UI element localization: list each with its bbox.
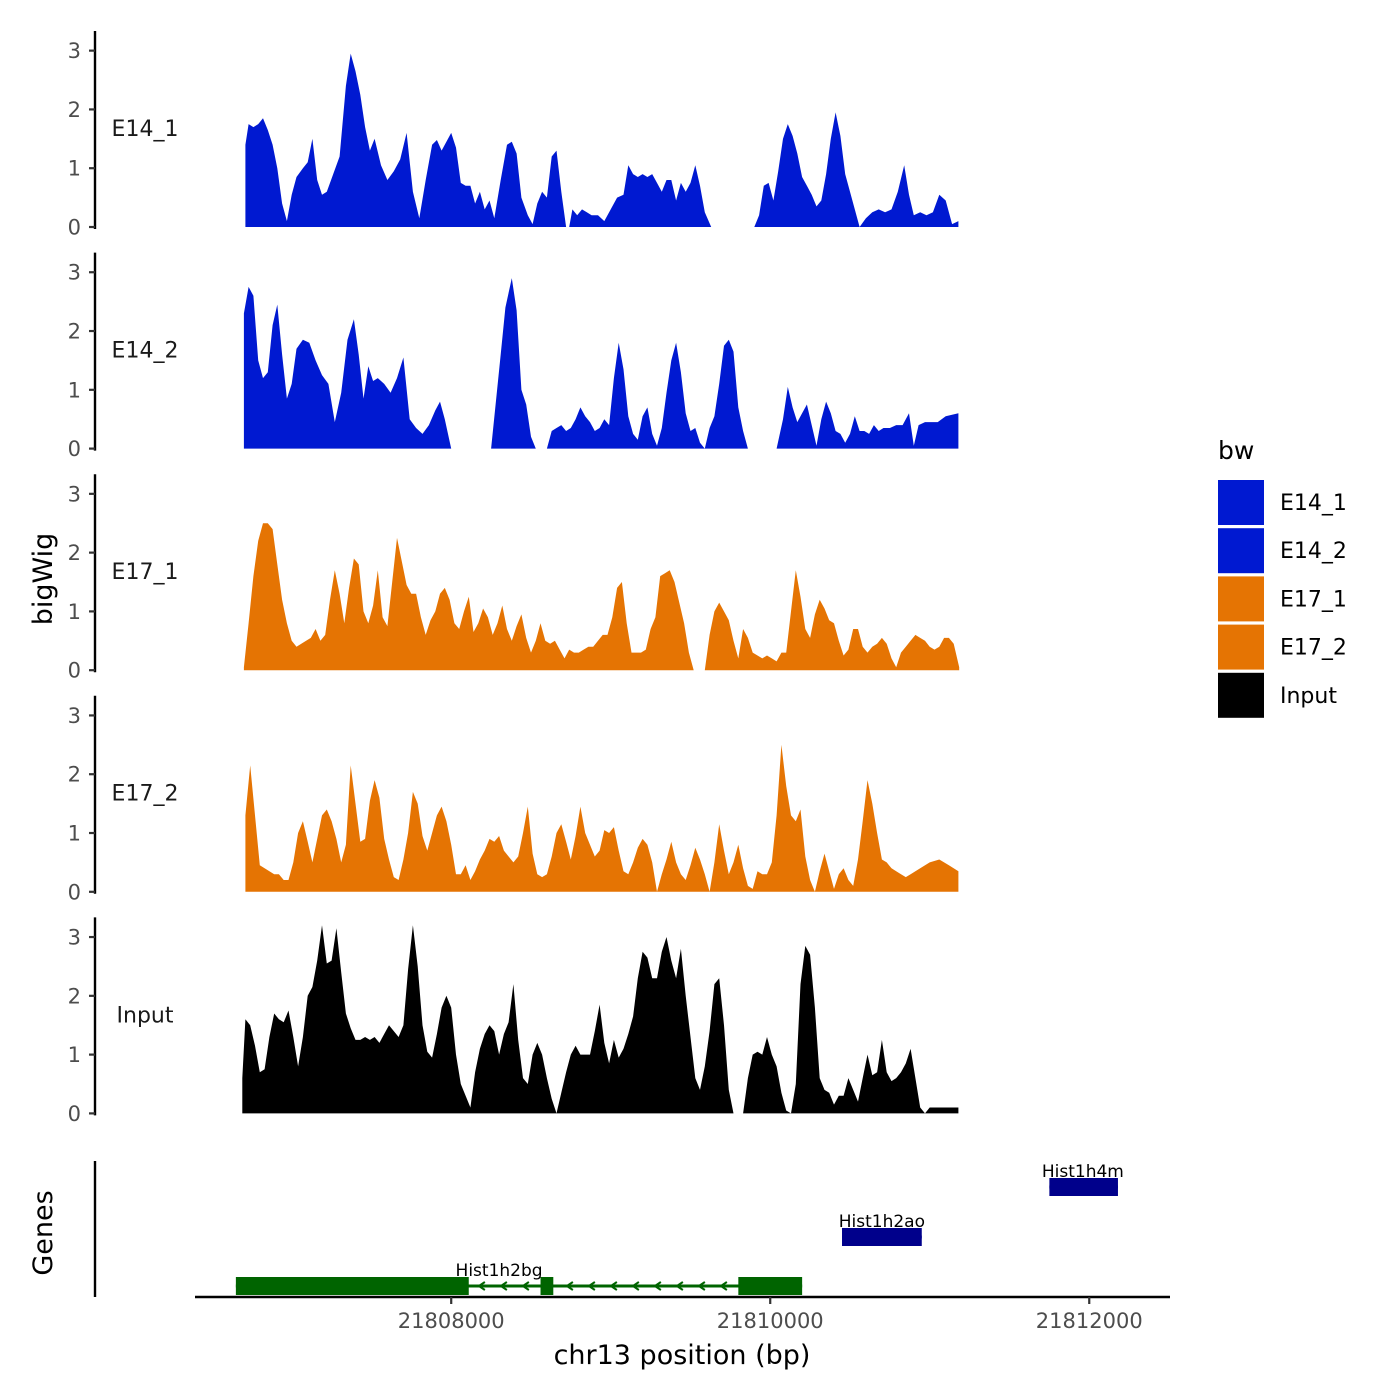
gene-strand-arrow: [499, 1281, 508, 1291]
coverage-tracks: 0 1 2 3 E14_1 0 1 2 3 E14_2 0 1 2 3 E17_1 0 1 2 3 E17_2 0 1 2 3…: [68, 31, 960, 1126]
track-E14_2: 0 1 2 3 E14_2: [68, 252, 959, 461]
track-E14_1: 0 1 2 3 E14_1: [68, 31, 959, 240]
x-tick-label-21812000: 21812000: [1036, 1309, 1143, 1333]
gene-label-Hist1h4m: Hist1h4m: [1042, 1162, 1124, 1182]
gene-label-Hist1h2ao: Hist1h2ao: [839, 1212, 925, 1232]
gene-strand-arrow: [719, 1281, 728, 1291]
coverage-area-E17_1: [243, 523, 960, 671]
x-axis: 21808000 21810000 21812000: [195, 1295, 1170, 1333]
x-tick-label-21808000: 21808000: [398, 1309, 505, 1333]
track-E17_1: 0 1 2 3 E17_1: [68, 474, 960, 683]
coverage-area-E14_1: [245, 53, 959, 227]
y-tick-label-E17_2-3: 3: [68, 704, 81, 728]
coverage-area-Input: [242, 925, 959, 1114]
gene-strand-arrow: [565, 1281, 574, 1291]
legend-title: bw: [1218, 436, 1254, 465]
y-tick-label-Input-2: 2: [68, 984, 81, 1008]
gene-exon-Hist1h2bg-2: [738, 1277, 803, 1295]
genes-axis-title: Genes: [28, 1190, 59, 1275]
y-tick-label-E14_2-0: 0: [68, 437, 81, 461]
y-tick-label-E14_1-0: 0: [68, 216, 81, 240]
gene-Hist1h2bg: Hist1h2bg: [235, 1261, 803, 1295]
gene-strand-arrow: [653, 1281, 662, 1291]
y-tick-label-E14_1-3: 3: [68, 39, 81, 63]
track-label-Input: Input: [117, 1003, 174, 1028]
legend-swatch-E14_1: [1218, 480, 1264, 525]
legend-label-E14_1: E14_1: [1280, 491, 1347, 516]
gene-label-Hist1h2bg: Hist1h2bg: [456, 1261, 543, 1281]
track-Input: 0 1 2 3 Input: [68, 917, 959, 1126]
y-tick-label-Input-3: 3: [68, 926, 81, 950]
gene-exon-Hist1h4m-0: [1049, 1178, 1118, 1196]
y-axis-title: bigWig: [28, 533, 59, 626]
track-label-E14_2: E14_2: [112, 339, 179, 364]
gene-strand-arrow: [609, 1281, 618, 1291]
y-tick-label-E17_1-0: 0: [68, 659, 81, 683]
gene-strand-arrow: [521, 1281, 530, 1291]
gene-Hist1h4m: Hist1h4m: [1042, 1162, 1124, 1196]
coverage-area-E14_2: [243, 278, 959, 449]
track-label-E17_2: E17_2: [112, 782, 179, 807]
gene-strand-arrow: [477, 1281, 486, 1291]
legend-label-E17_1: E17_1: [1280, 587, 1347, 612]
gene-strand-arrow: [587, 1281, 596, 1291]
gene-strand-arrow: [675, 1281, 684, 1291]
y-tick-label-E17_2-0: 0: [68, 880, 81, 904]
gene-strand-arrow: [697, 1281, 706, 1291]
gene-Hist1h2ao: Hist1h2ao: [839, 1212, 925, 1246]
gene-exon-Hist1h2bg-0: [235, 1277, 469, 1295]
legend-swatch-E14_2: [1218, 528, 1264, 574]
legend-label-E17_2: E17_2: [1280, 636, 1347, 661]
y-tick-label-E14_2-3: 3: [68, 261, 81, 285]
legend: bw E14_1 E14_2 E17_1 E17_2 Input: [1218, 436, 1347, 718]
legend-label-Input: Input: [1280, 684, 1337, 709]
legend-swatch-E17_1: [1218, 576, 1264, 622]
x-axis-title: chr13 position (bp): [554, 1340, 811, 1371]
track-label-E14_1: E14_1: [112, 117, 179, 142]
track-label-E17_1: E17_1: [112, 560, 179, 585]
gene-exon-Hist1h2ao-0: [842, 1228, 922, 1246]
legend-label-E14_2: E14_2: [1280, 539, 1347, 564]
y-tick-label-E17_1-3: 3: [68, 482, 81, 506]
y-tick-label-Input-0: 0: [68, 1102, 81, 1126]
y-tick-label-E17_2-1: 1: [68, 822, 81, 846]
y-tick-label-E14_1-1: 1: [68, 157, 81, 181]
y-tick-label-E17_2-2: 2: [68, 763, 81, 787]
legend-swatch-Input: [1218, 672, 1264, 718]
gene-exon-Hist1h2bg-1: [540, 1277, 554, 1295]
y-tick-label-E17_1-2: 2: [68, 541, 81, 565]
track-E17_2: 0 1 2 3 E17_2: [68, 695, 959, 904]
y-tick-label-E17_1-1: 1: [68, 600, 81, 624]
y-tick-label-Input-1: 1: [68, 1043, 81, 1067]
legend-swatch-E17_2: [1218, 624, 1264, 670]
gene-strand-arrow: [631, 1281, 640, 1291]
y-tick-label-E14_2-2: 2: [68, 320, 81, 344]
y-tick-label-E14_1-2: 2: [68, 98, 81, 122]
coverage-area-E17_2: [245, 744, 959, 892]
x-tick-label-21810000: 21810000: [717, 1309, 824, 1333]
y-tick-label-E14_2-1: 1: [68, 378, 81, 402]
gene-track: Hist1h2bg Hist1h2ao Hist1h4m: [93, 1161, 1124, 1297]
